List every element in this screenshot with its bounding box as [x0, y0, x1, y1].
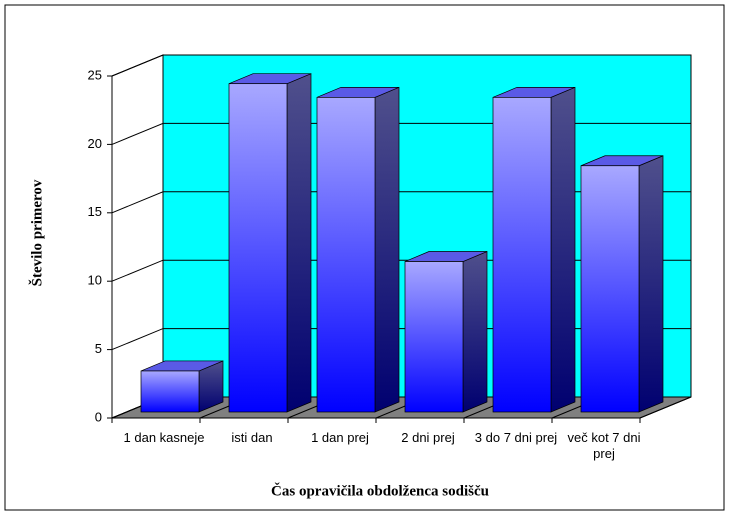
- side-wall: [111, 54, 164, 419]
- grid-line: [111, 54, 691, 77]
- bar-side: [550, 86, 576, 413]
- bar: [580, 165, 640, 413]
- bar-side: [638, 155, 664, 413]
- frame: [4, 4, 725, 511]
- y-axis-title: Število primerov: [28, 179, 45, 286]
- x-tick-label: 1 dan prej: [311, 430, 369, 445]
- x-tick-label: 2 dni prej: [401, 430, 455, 445]
- bar-side: [462, 250, 488, 413]
- y-tick-label: 25: [88, 67, 102, 82]
- x-tick-label: več kot 7 dni prej: [567, 430, 641, 461]
- y-tick-label: 20: [88, 136, 102, 151]
- y-tick-label: 10: [88, 273, 102, 288]
- x-tick-label: isti dan: [231, 430, 273, 445]
- x-tick: [639, 396, 692, 419]
- bar: [404, 261, 464, 413]
- y-tick-label: 15: [88, 204, 102, 219]
- bar-side: [374, 86, 400, 413]
- y-tick-label: 0: [95, 409, 102, 424]
- bar-side: [286, 73, 312, 413]
- x-tick-label: 1 dan kasneje: [123, 430, 205, 445]
- bar: [316, 97, 376, 413]
- x-axis-title: Čas opravičila obdolženca sodišču: [271, 482, 489, 499]
- bar: [228, 83, 288, 413]
- bar: [140, 370, 200, 413]
- bar: [492, 97, 552, 413]
- y-tick-label: 5: [95, 341, 102, 356]
- x-tick-label: 3 do 7 dni prej: [474, 430, 558, 445]
